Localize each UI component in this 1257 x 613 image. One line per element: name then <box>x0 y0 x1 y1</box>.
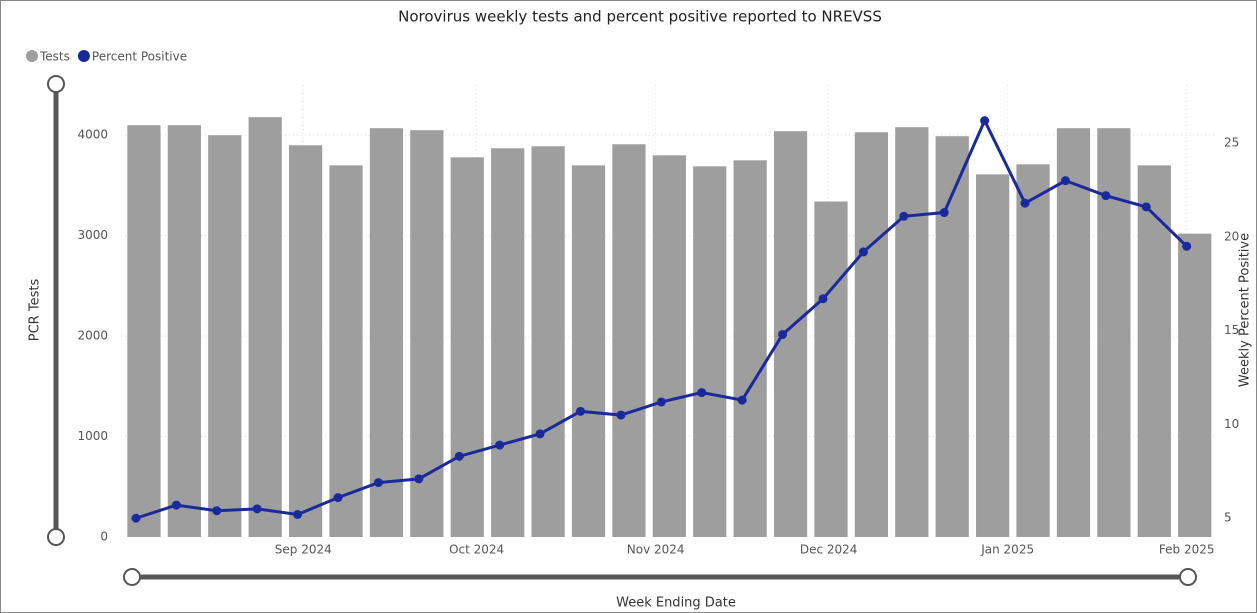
point <box>373 478 383 488</box>
legend-swatch <box>77 50 90 62</box>
bar <box>167 125 201 537</box>
point <box>656 397 666 407</box>
point <box>778 329 788 339</box>
bar <box>1016 164 1050 537</box>
bar <box>854 132 889 537</box>
point <box>697 388 707 398</box>
point <box>252 504 262 514</box>
legend-label: Tests <box>39 50 70 64</box>
bar <box>329 165 363 537</box>
y-axis-label: PCR Tests <box>28 279 43 342</box>
point <box>899 211 909 221</box>
x-tick-label: Feb 2025 <box>1159 543 1215 557</box>
chart-title: Norovirus weekly tests and percent posit… <box>398 8 882 26</box>
y2-axis-label: Weekly Percent Positive <box>1238 233 1253 387</box>
bar <box>733 160 767 538</box>
point <box>495 440 505 450</box>
bar <box>652 155 686 538</box>
bar <box>895 127 929 537</box>
y-tick-label: 2000 <box>77 329 108 343</box>
x-tick-label: Dec 2024 <box>800 543 858 557</box>
bar <box>814 201 848 537</box>
bar <box>935 136 969 537</box>
slider-handle[interactable] <box>123 568 141 586</box>
x-tick-label: Nov 2024 <box>627 543 685 557</box>
x-slider[interactable] <box>123 568 1197 586</box>
point <box>171 500 181 510</box>
point <box>212 506 222 516</box>
x-tick-label: Oct 2024 <box>449 543 504 557</box>
slider-handle[interactable] <box>47 528 65 546</box>
bar <box>491 148 525 537</box>
slider-handle[interactable] <box>1179 568 1197 586</box>
point <box>454 451 464 461</box>
bar <box>248 117 282 538</box>
point <box>939 208 949 218</box>
point <box>737 395 747 405</box>
bar <box>208 135 242 537</box>
point <box>1182 241 1192 251</box>
point <box>818 294 828 304</box>
y2-tick-label: 5 <box>1224 511 1232 525</box>
x-axis-label: Week Ending Date <box>616 596 736 611</box>
slider-handle[interactable] <box>47 75 65 93</box>
bar <box>612 144 646 538</box>
point <box>1101 191 1111 201</box>
y-tick-label: 4000 <box>77 128 108 142</box>
x-tick-label: Jan 2025 <box>980 543 1034 557</box>
x-tick-label: Sep 2024 <box>275 543 332 557</box>
point <box>1020 198 1030 208</box>
y2-tick-label: 10 <box>1224 417 1239 431</box>
point <box>293 509 303 519</box>
point <box>858 247 868 257</box>
point <box>1141 202 1151 212</box>
point <box>131 513 141 523</box>
bar <box>976 174 1010 537</box>
point <box>980 116 990 126</box>
bar <box>571 165 606 537</box>
bar <box>1137 165 1171 537</box>
y2-tick-label: 25 <box>1224 136 1239 150</box>
bar <box>693 166 727 538</box>
legend-swatch <box>26 50 38 62</box>
y-slider[interactable] <box>47 75 65 546</box>
y2-tick-label: 20 <box>1224 229 1239 243</box>
bar <box>1097 128 1131 538</box>
bar <box>127 125 161 537</box>
y-tick-label: 1000 <box>77 429 108 443</box>
bar <box>1178 233 1212 537</box>
point <box>333 493 343 503</box>
y-tick-label: 0 <box>100 530 108 544</box>
legend-label: Percent Positive <box>92 50 187 64</box>
point <box>576 406 586 416</box>
bar <box>288 145 323 537</box>
y-tick-label: 3000 <box>77 228 108 242</box>
bar <box>531 146 565 537</box>
bar <box>1056 128 1091 538</box>
point <box>1060 176 1070 186</box>
point <box>535 429 545 439</box>
y2-tick-label: 15 <box>1224 323 1239 337</box>
bar <box>369 128 404 538</box>
bar <box>450 157 484 537</box>
point <box>616 410 626 420</box>
point <box>414 474 424 484</box>
